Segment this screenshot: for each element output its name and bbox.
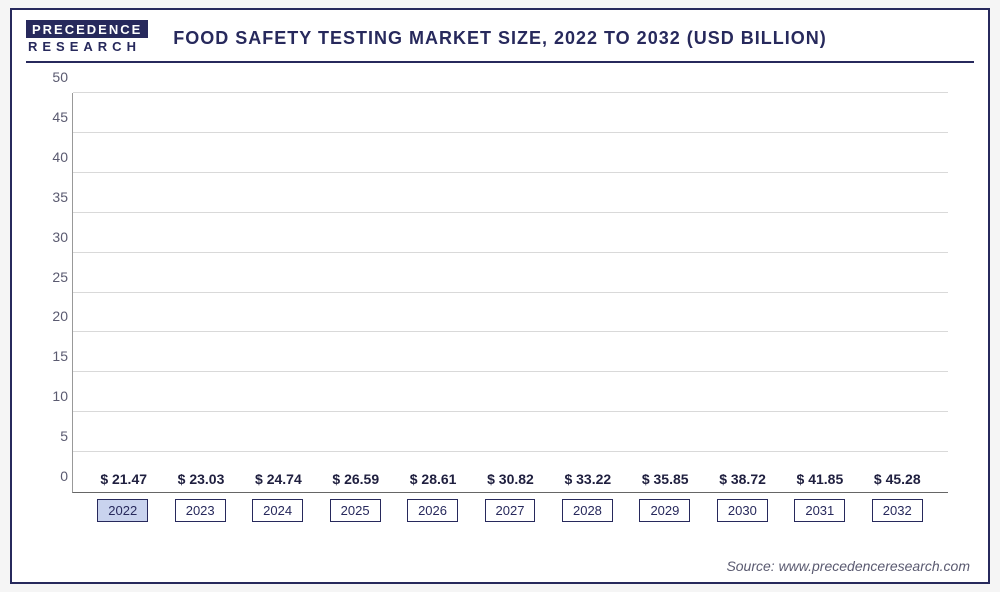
brand-logo: PRECEDENCE RESEARCH [26,20,148,53]
bar-slot: $ 26.59 [317,471,394,492]
x-label: 2031 [794,499,845,522]
y-tick-label: 50 [38,69,68,85]
gridline [73,92,948,93]
x-label: 2023 [175,499,226,522]
x-label: 2029 [639,499,690,522]
bar-value-label: $ 24.74 [255,471,302,487]
gridline [73,331,948,332]
y-tick-label: 25 [38,269,68,285]
y-tick-label: 30 [38,229,68,245]
plot-area: $ 21.47 $ 23.03 $ 24.74 $ 26.59 $ 28.61 $ 30.… [72,93,948,493]
x-label: 2025 [330,499,381,522]
gridline [73,132,948,133]
bar-slot: $ 38.72 [704,471,781,492]
bar-slot: $ 41.85 [781,471,858,492]
source-text: Source: www.precedenceresearch.com [726,558,970,574]
x-label-slot: 2026 [394,499,471,522]
x-label: 2024 [252,499,303,522]
x-label: 2026 [407,499,458,522]
bar-value-label: $ 33.22 [564,471,611,487]
y-tick-label: 0 [38,468,68,484]
y-tick-label: 15 [38,348,68,364]
x-label-slot: 2023 [161,499,238,522]
bar-slot: $ 23.03 [162,471,239,492]
y-tick-label: 20 [38,308,68,324]
x-label-slot: 2022 [84,499,161,522]
bar-value-label: $ 41.85 [797,471,844,487]
x-label-slot: 2030 [704,499,781,522]
x-label: 2028 [562,499,613,522]
gridline [73,212,948,213]
y-tick-label: 5 [38,428,68,444]
x-label-slot: 2027 [471,499,548,522]
chart-title: FOOD SAFETY TESTING MARKET SIZE, 2022 TO… [12,10,988,49]
bars-container: $ 21.47 $ 23.03 $ 24.74 $ 26.59 $ 28.61 $ 30.… [73,93,948,492]
x-label: 2032 [872,499,923,522]
x-label-slot: 2028 [549,499,626,522]
gridline [73,252,948,253]
bar-value-label: $ 23.03 [178,471,225,487]
bar-value-label: $ 38.72 [719,471,766,487]
plot-wrap: $ 21.47 $ 23.03 $ 24.74 $ 26.59 $ 28.61 $ 30.… [72,93,948,493]
bar-slot: $ 45.28 [859,471,936,492]
gridline [73,451,948,452]
x-label-slot: 2025 [316,499,393,522]
x-label: 2022 [97,499,148,522]
gridline [73,371,948,372]
bar-slot: $ 30.82 [472,471,549,492]
bar-value-label: $ 26.59 [332,471,379,487]
chart-frame: PRECEDENCE RESEARCH FOOD SAFETY TESTING … [10,8,990,584]
bar-value-label: $ 28.61 [410,471,457,487]
x-label-slot: 2031 [781,499,858,522]
gridline [73,292,948,293]
x-label: 2030 [717,499,768,522]
bar-value-label: $ 30.82 [487,471,534,487]
x-axis-labels: 2022 2023 2024 2025 2026 2027 2028 2029 2030 2031… [72,499,948,522]
y-tick-label: 10 [38,388,68,404]
y-tick-label: 45 [38,109,68,125]
bar-slot: $ 33.22 [549,471,626,492]
bar-slot: $ 21.47 [85,471,162,492]
logo-top-text: PRECEDENCE [26,20,148,38]
x-label-slot: 2032 [859,499,936,522]
y-tick-label: 40 [38,149,68,165]
bar-slot: $ 24.74 [240,471,317,492]
y-tick-label: 35 [38,189,68,205]
bar-slot: $ 35.85 [627,471,704,492]
x-label: 2027 [485,499,536,522]
gridline [73,172,948,173]
bar-slot: $ 28.61 [394,471,471,492]
bar-value-label: $ 21.47 [100,471,147,487]
title-underline [26,61,974,63]
logo-bottom-text: RESEARCH [26,38,148,53]
bar-value-label: $ 45.28 [874,471,921,487]
x-label-slot: 2029 [626,499,703,522]
x-label-slot: 2024 [239,499,316,522]
gridline [73,411,948,412]
bar-value-label: $ 35.85 [642,471,689,487]
